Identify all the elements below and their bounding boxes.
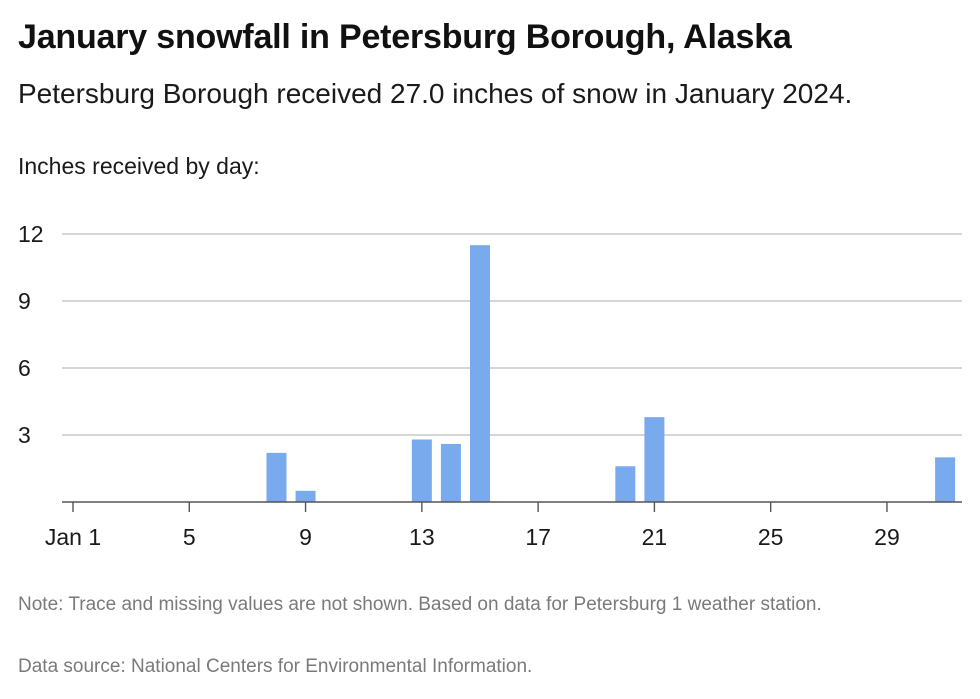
- y-tick-label: 9: [18, 288, 31, 314]
- bar-chart: 3 6 9 12 Jan 1 5 9 13 17 21 25 29: [18, 221, 962, 550]
- x-tick-label: Jan 1: [45, 524, 101, 550]
- y-tick-label: 12: [18, 221, 44, 247]
- y-tick-label: 6: [18, 355, 31, 381]
- bar: [266, 452, 287, 502]
- bar: [295, 490, 316, 502]
- bar: [644, 417, 665, 502]
- y-axis-label: Inches received by day:: [18, 153, 260, 179]
- bar: [469, 245, 490, 502]
- y-tick-label: 3: [18, 422, 31, 448]
- x-tick-label: 17: [525, 524, 551, 550]
- chart-note: Note: Trace and missing values are not s…: [18, 594, 822, 615]
- x-tick-label: 21: [642, 524, 668, 550]
- x-tick-label: 9: [299, 524, 312, 550]
- x-tick-label: 25: [758, 524, 784, 550]
- x-tick-label: 13: [409, 524, 435, 550]
- bar: [411, 439, 432, 502]
- bar: [935, 457, 956, 502]
- data-source: Data source: National Centers for Enviro…: [18, 656, 533, 677]
- bar: [440, 443, 461, 502]
- chart-subtitle: Petersburg Borough received 27.0 inches …: [18, 78, 853, 109]
- bar: [615, 466, 636, 502]
- x-tick-label: 5: [183, 524, 196, 550]
- chart-title: January snowfall in Petersburg Borough, …: [18, 18, 792, 56]
- x-tick-label: 29: [874, 524, 900, 550]
